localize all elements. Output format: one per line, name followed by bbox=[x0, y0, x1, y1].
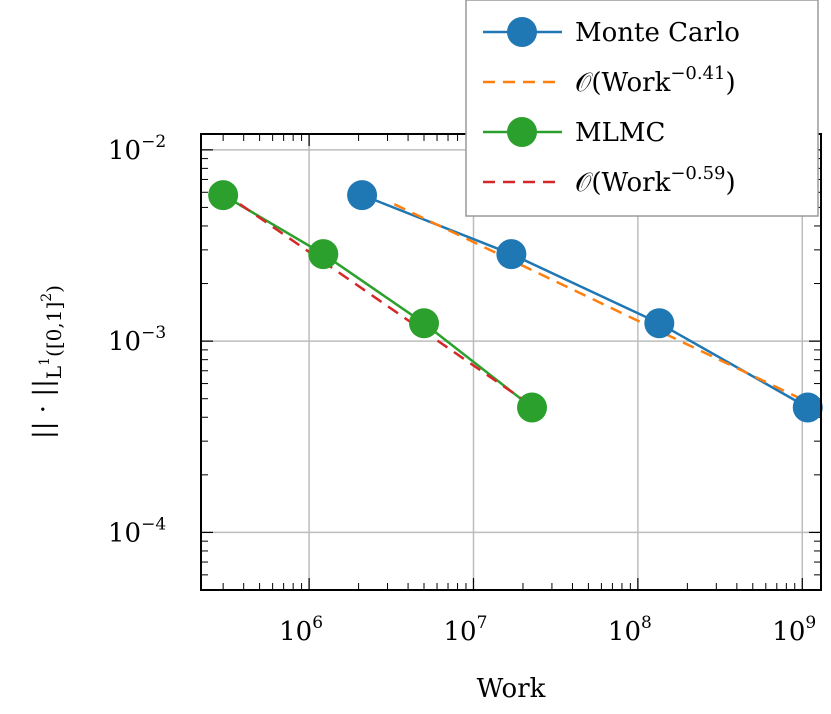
x-tick-label: 107 bbox=[444, 613, 488, 647]
y-axis-label-text: || · ||L1([0,1]2) bbox=[29, 285, 66, 439]
data-point bbox=[517, 392, 548, 423]
legend-marker bbox=[507, 17, 537, 47]
series-line-2 bbox=[222, 194, 533, 409]
data-point bbox=[208, 180, 239, 211]
series-markers bbox=[208, 180, 823, 423]
y-tick-label: 10−3 bbox=[108, 323, 166, 357]
series-line-3 bbox=[239, 203, 528, 404]
series-line-0 bbox=[361, 193, 809, 409]
y-tick-label: 10−2 bbox=[108, 132, 166, 166]
data-point bbox=[496, 239, 527, 270]
legend-label: 𝒪(Work−0.59) bbox=[575, 163, 736, 198]
y-axis-label: || · ||L1([0,1]2) bbox=[29, 285, 66, 439]
x-axis-label: Work bbox=[477, 674, 546, 704]
data-point bbox=[644, 308, 675, 339]
series-line-1 bbox=[393, 203, 809, 404]
data-point bbox=[409, 308, 440, 339]
data-point bbox=[347, 180, 378, 211]
x-tick-label: 109 bbox=[772, 613, 816, 647]
plot-series bbox=[208, 180, 823, 423]
legend-label: MLMC bbox=[575, 118, 665, 148]
legend-label: Monte Carlo bbox=[575, 18, 740, 48]
data-point bbox=[308, 239, 339, 270]
series-lines bbox=[222, 193, 809, 409]
y-tick-label: 10−4 bbox=[108, 514, 166, 548]
legend-marker bbox=[507, 117, 537, 147]
data-point bbox=[792, 392, 823, 423]
legend-entry: 𝒪(Work−0.59) bbox=[483, 163, 736, 198]
x-tick-label: 106 bbox=[279, 613, 323, 647]
legend-entry: Monte Carlo bbox=[483, 17, 740, 48]
legend-entry: MLMC bbox=[483, 117, 665, 148]
x-tick-label: 108 bbox=[608, 613, 652, 647]
